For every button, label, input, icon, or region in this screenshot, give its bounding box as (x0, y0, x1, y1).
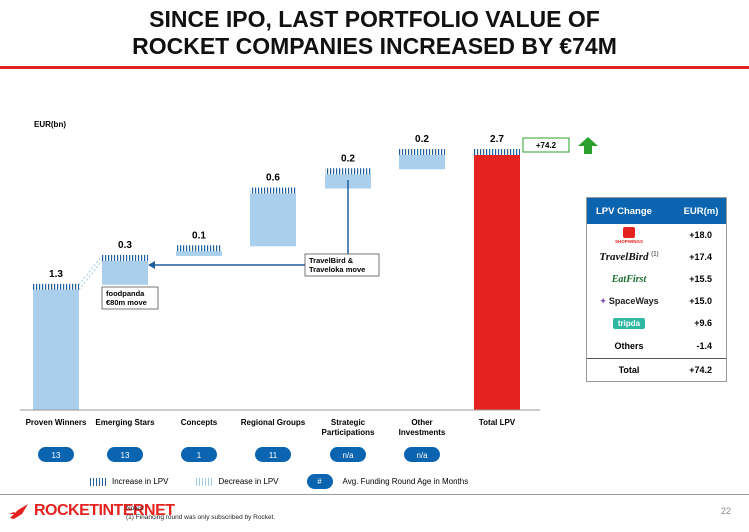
shopwings-logo: SHOPWINGS (587, 226, 671, 244)
notes-title: Notes: (126, 505, 145, 512)
funding-age-badge (330, 447, 366, 462)
funding-age-value: 13 (52, 451, 61, 460)
lpv-value: +15.0 (689, 296, 712, 306)
value-label: 2.7 (490, 134, 504, 145)
lpv-value: +18.0 (689, 230, 712, 240)
lpv-total-label: Total (618, 365, 640, 375)
y-axis-unit-label: EUR(bn) (34, 120, 66, 129)
bar-3 (250, 188, 296, 247)
lpv-row: ✦ SpaceWays +15.0 (587, 290, 726, 312)
rocket-internet-logo: ROCKETINTERNET (8, 502, 175, 520)
note-1: (1) Financing round was only subscribed … (126, 514, 276, 521)
others-label: Others (614, 341, 644, 351)
title-line-1: SINCE IPO, LAST PORTFOLIO VALUE OF (149, 6, 600, 32)
funding-age-badge (38, 447, 74, 462)
value-label: 0.3 (118, 240, 132, 251)
value-label: 0.2 (341, 153, 355, 164)
value-label: 1.3 (49, 269, 63, 280)
category-label: Regional Groups (241, 418, 306, 427)
value-label: 0.6 (266, 173, 280, 184)
increase-swatch (90, 477, 106, 486)
decrease-swatch (196, 477, 213, 486)
lpv-row: SHOPWINGS +18.0 (587, 224, 726, 246)
funding-age-badge (107, 447, 143, 462)
tripda-logo: tripda (587, 317, 671, 329)
foodpanda-annotation (101, 286, 159, 310)
category-label: Proven Winners (26, 418, 87, 427)
waterfall-chart: 1.3 Proven Winners 13 0.3 Emerging Stars 13 0.… (20, 134, 598, 462)
category-label: Concepts (181, 418, 218, 427)
lpv-total-row: Total +74.2 (587, 358, 726, 381)
bar-6 (474, 150, 520, 410)
annotation-text: TravelBird & (309, 256, 354, 265)
total-change-label: +74.2 (536, 141, 557, 150)
funding-age-value: n/a (342, 451, 354, 460)
title-divider (0, 66, 749, 69)
funding-age-value: 11 (269, 451, 278, 460)
category-label: Investments (399, 428, 446, 437)
lpv-total-value: +74.2 (689, 365, 712, 375)
funding-age-value: 13 (121, 451, 130, 460)
spaceways-icon: ✦ (599, 295, 607, 306)
increase-cap (474, 149, 520, 155)
value-label: 0.2 (415, 134, 429, 145)
legend-badge: # (306, 474, 333, 489)
brand-wordmark: ROCKETINTERNET (34, 502, 175, 519)
lpv-row: EatFirst +15.5 (587, 268, 726, 290)
increase-cap (176, 245, 222, 252)
lpv-value: -1.4 (696, 341, 712, 351)
legend-funding-age: # Avg. Funding Round Age in Months (306, 474, 468, 489)
shopwings-icon (622, 226, 635, 238)
category-label: Participations (322, 428, 375, 437)
title-line-2: ROCKET COMPANIES INCREASED BY €74M (132, 33, 617, 59)
lpv-row: TravelBird (1) +17.4 (587, 246, 726, 268)
category-label: Total LPV (479, 418, 516, 427)
increase-cap (250, 187, 296, 194)
annotation-text: foodpanda (106, 289, 145, 298)
lpv-row: Others -1.4 (587, 334, 726, 358)
lpv-value: +15.5 (689, 274, 712, 284)
legend-increase: Increase in LPV (90, 477, 168, 486)
total-change-box (522, 137, 570, 153)
legend-decrease: Decrease in LPV (196, 477, 279, 486)
lpv-value: +17.4 (689, 252, 712, 262)
eatfirst-logo: EatFirst (611, 273, 647, 285)
footnotes: Notes: (1) Financing round was only subs… (126, 504, 275, 522)
travelbird-annotation (304, 253, 380, 277)
value-label: 0.1 (192, 230, 206, 241)
travelbird-logo: TravelBird (1) (599, 251, 659, 263)
footer-divider (0, 494, 749, 495)
increase-cap (399, 149, 445, 155)
dashed-connector (78, 260, 103, 291)
lpv-change-table: LPV Change EUR(m) SHOPWINGS +18.0 Travel… (586, 197, 727, 382)
funding-age-badge (404, 447, 440, 462)
rocket-icon (9, 504, 28, 519)
funding-age-badge (181, 447, 217, 462)
bar-0 (33, 284, 79, 410)
funding-age-value: 1 (197, 451, 202, 460)
funding-age-badge (255, 447, 291, 462)
page-number: 22 (720, 506, 731, 516)
funding-age-value: n/a (416, 451, 428, 460)
slide-title: SINCE IPO, LAST PORTFOLIO VALUE OF ROCKE… (0, 6, 749, 60)
category-label: Strategic (331, 418, 366, 427)
arrowhead-icon (148, 261, 155, 269)
category-label: Other (411, 418, 432, 427)
chart-legend: Increase in LPV Decrease in LPV # Avg. F… (90, 474, 496, 489)
lpv-header-change: LPV Change (596, 205, 652, 217)
increase-cap (102, 254, 148, 261)
lpv-row: tripda +9.6 (587, 312, 726, 334)
increase-cap (33, 283, 79, 290)
up-arrow-icon (578, 137, 598, 154)
lpv-table-header: LPV Change EUR(m) (587, 198, 726, 224)
dashed-connector (78, 255, 103, 286)
annotation-text: €80m move (106, 298, 147, 307)
lpv-value: +9.6 (694, 318, 712, 328)
lpv-header-eur: EUR(m) (683, 205, 719, 217)
increase-cap (325, 168, 371, 175)
spaceways-logo: ✦ SpaceWays (599, 295, 659, 306)
annotation-text: Traveloka move (309, 265, 365, 274)
category-label: Emerging Stars (95, 418, 155, 427)
